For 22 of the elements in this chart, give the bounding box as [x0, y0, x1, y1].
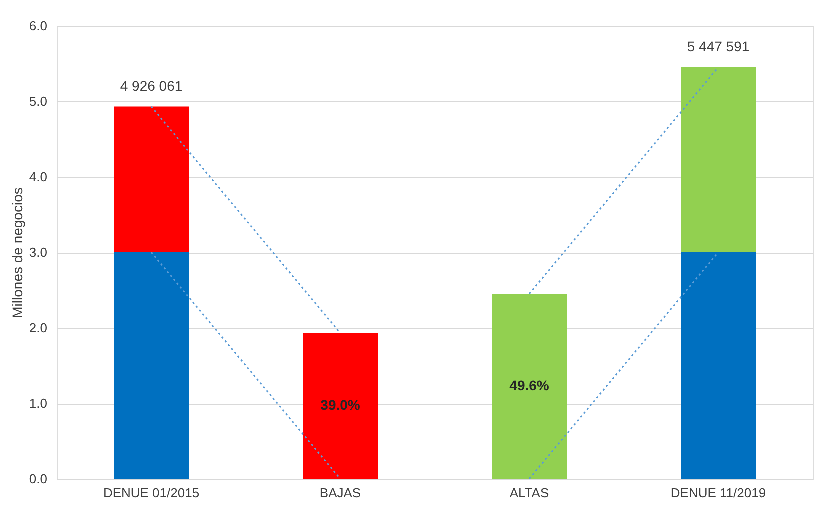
x-tick-label: DENUE 11/2019 [670, 486, 766, 500]
bar [492, 294, 567, 479]
annotation: 39.0% [320, 397, 361, 414]
x-tick-label: ALTAS [510, 486, 550, 500]
y-tick-label: 6.0 [29, 18, 48, 34]
y-tick-label: 3.0 [29, 245, 48, 260]
y-tick-label: 4.0 [29, 170, 48, 184]
bar [681, 68, 756, 252]
bar [114, 252, 189, 479]
y-tick-label: 5.0 [29, 94, 48, 109]
y-tick-label: 1.0 [29, 396, 48, 411]
annotation: 4 926 061 [120, 78, 183, 94]
x-tick-label: BAJAS [320, 486, 362, 500]
y-tick-label: 2.0 [29, 320, 48, 336]
bar [114, 106, 189, 252]
bar [681, 252, 756, 479]
annotation: 49.6% [510, 378, 550, 394]
y-axis-title: Millones de negocios [9, 188, 26, 318]
bar [303, 333, 378, 479]
y-tick-label: 0.0 [29, 472, 48, 486]
annotation: 5 447 591 [687, 38, 750, 55]
x-tick-label: DENUE 01/2015 [103, 486, 200, 500]
